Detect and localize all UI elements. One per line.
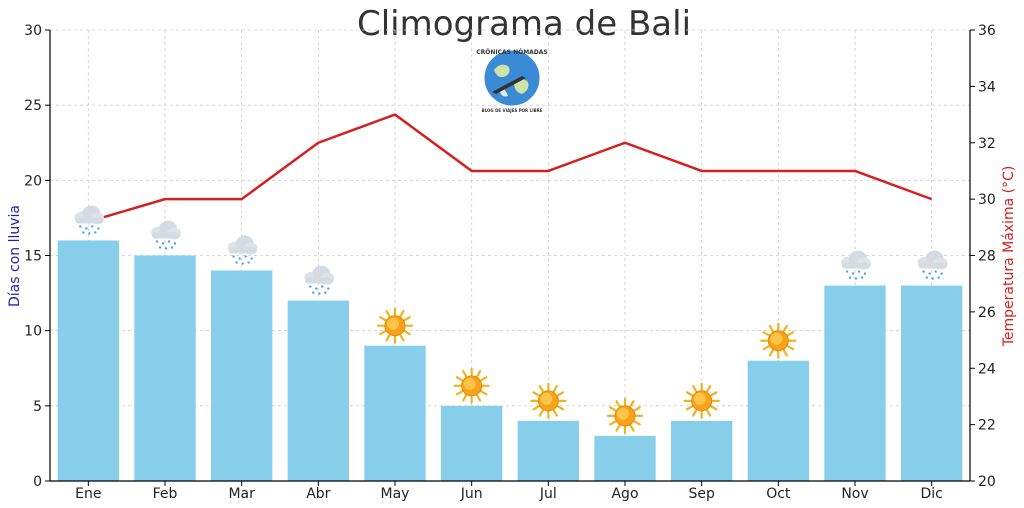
right-y-ticks: 20 22 24 26 28 30 32 34 36 [970, 23, 996, 490]
bar-sep [671, 420, 733, 481]
sun-icon-4 [376, 307, 414, 344]
bar-nov [824, 285, 886, 481]
y-right-tick-34: 34 [978, 79, 996, 95]
temperature-line [87, 113, 933, 223]
y-right-tick-36: 36 [978, 23, 996, 39]
sun-icon-6 [530, 382, 567, 419]
bar-may [364, 345, 426, 481]
x-tick-ene: Ene [75, 486, 101, 502]
x-tick-labels: Ene Feb Mar Abr May Jun Jul Ago Sep Oct Nov Dic [75, 481, 943, 502]
bar-ene [57, 240, 119, 481]
bar-jul [517, 420, 579, 481]
y-axis-label-left: Días con lluvia [7, 205, 23, 307]
y-left-tick-10: 10 [24, 324, 42, 340]
x-tick-sep: Sep [688, 486, 715, 502]
rain-cloud-icon-1 [151, 220, 181, 250]
rain-cloud-icon-3 [304, 265, 335, 295]
sun-icon-8 [683, 382, 720, 419]
bar-ago [594, 435, 656, 481]
y-left-tick-0: 0 [33, 474, 42, 490]
y-right-tick-30: 30 [978, 192, 996, 208]
rain-bars [57, 240, 963, 481]
y-left-tick-30: 30 [24, 23, 42, 39]
y-left-tick-25: 25 [24, 98, 42, 114]
y-right-tick-20: 20 [978, 474, 996, 490]
rain-cloud-icon-0 [74, 205, 105, 235]
y-left-tick-20: 20 [24, 173, 42, 189]
logo-bottom-text: BLOG DE VIAJES POR LIBRE [482, 108, 543, 113]
temperature-series-line [87, 113, 933, 223]
y-left-tick-15: 15 [24, 249, 42, 265]
x-tick-abr: Abr [306, 486, 330, 502]
x-tick-jun: Jun [460, 486, 483, 502]
weather-icons [74, 205, 948, 434]
bar-abr [287, 300, 349, 481]
x-tick-jul: Jul [539, 486, 557, 502]
bar-oct [747, 360, 809, 481]
rain-cloud-icon-10 [841, 250, 871, 280]
x-tick-oct: Oct [766, 486, 791, 502]
y-left-tick-5: 5 [33, 399, 42, 415]
sun-icon-7 [606, 397, 644, 434]
sun-icon-9 [760, 322, 797, 359]
x-tick-nov: Nov [841, 486, 868, 502]
x-tick-dic: Dic [920, 486, 942, 502]
x-tick-feb: Feb [153, 486, 178, 502]
y-right-tick-28: 28 [978, 249, 996, 265]
bar-mar [211, 270, 273, 481]
logo-top-text: CRÓNICAS NÓMADAS [476, 49, 548, 56]
y-axis-label-right: Temperatura Máxima (°C) [1001, 166, 1017, 348]
left-y-ticks: 0 5 10 15 20 25 30 [24, 23, 50, 490]
x-tick-may: May [381, 486, 410, 502]
sun-icon-5 [453, 367, 490, 404]
rain-cloud-icon-11 [917, 250, 948, 280]
bar-dic [901, 285, 963, 481]
x-tick-mar: Mar [228, 486, 255, 502]
cronicas-nomadas-logo: CRÓNICAS NÓMADAS BLOG DE VIAJES POR LIBR… [476, 49, 548, 113]
x-tick-ago: Ago [611, 486, 638, 502]
rain-cloud-icon-2 [227, 235, 258, 265]
y-right-tick-24: 24 [978, 361, 996, 377]
y-right-tick-26: 26 [978, 305, 996, 321]
y-right-tick-22: 22 [978, 418, 996, 434]
bar-jun [441, 405, 503, 481]
y-right-tick-32: 32 [978, 136, 996, 152]
bar-feb [134, 255, 196, 481]
chart-title: Climograma de Bali [357, 4, 691, 44]
